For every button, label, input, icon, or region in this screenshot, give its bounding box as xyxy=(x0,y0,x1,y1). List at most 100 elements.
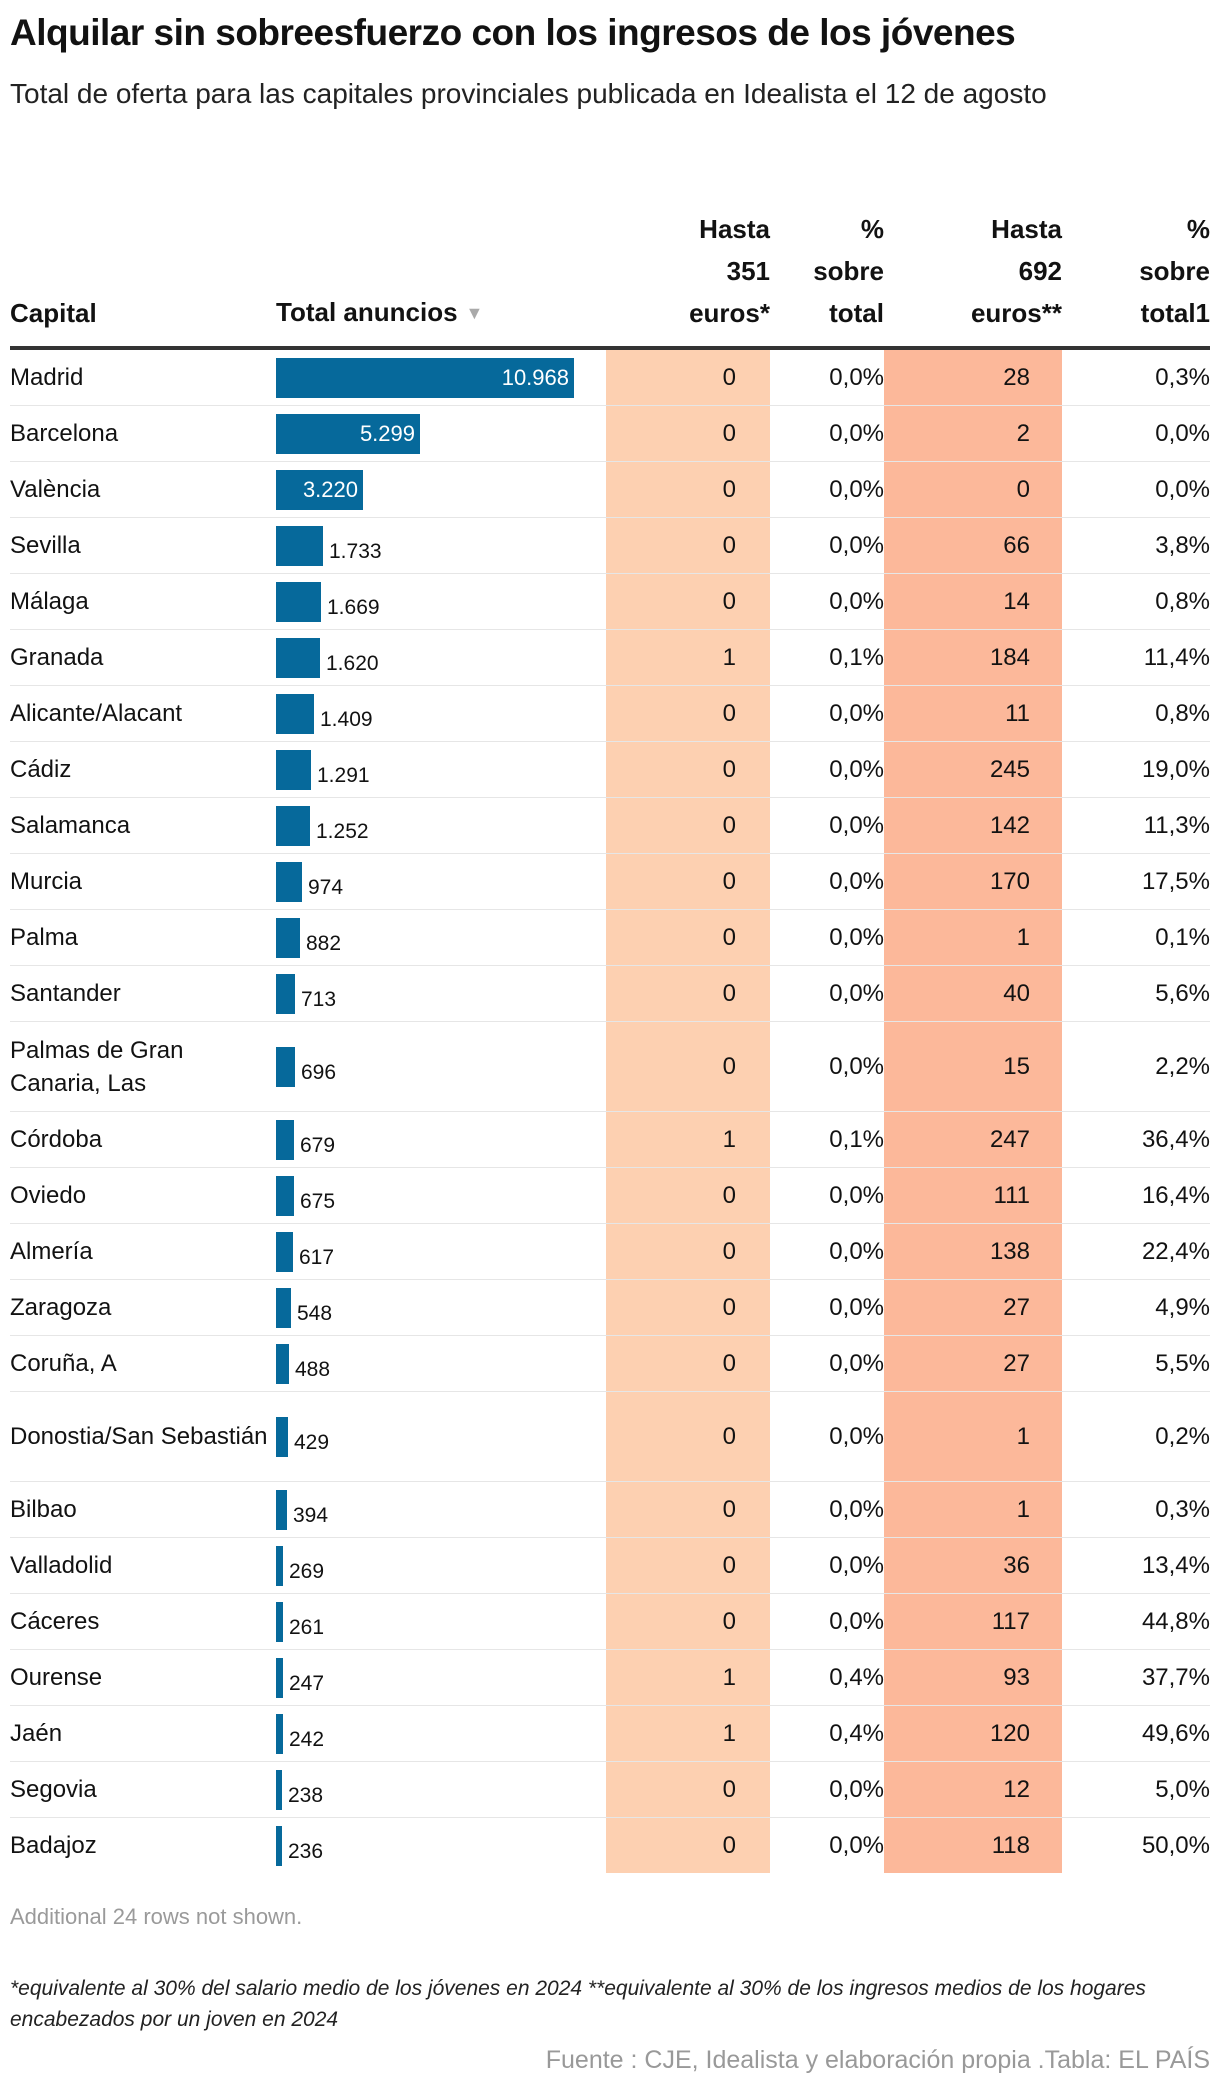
total-bar xyxy=(276,525,323,566)
cell-pct-692: 5,0% xyxy=(1062,1761,1210,1818)
cell-capital: València xyxy=(10,461,276,518)
rental-table: Capital Total anuncios ▼ Hasta 351 euros* %… xyxy=(10,208,1210,1873)
cell-pct-351: 0,0% xyxy=(770,1279,884,1336)
total-bar xyxy=(276,1343,289,1384)
cell-hasta-351: 1 xyxy=(606,1649,770,1706)
cell-hasta-351: 0 xyxy=(606,1021,770,1112)
header-line: 351 xyxy=(726,256,770,286)
header-hasta-351[interactable]: Hasta 351 euros* xyxy=(606,208,770,350)
bar-label: 247 xyxy=(289,1671,325,1695)
cell-capital: Barcelona xyxy=(10,405,276,462)
header-line: 692 xyxy=(1018,256,1062,286)
table-row: Bilbao 394 0 0,0% 1 0,3% xyxy=(10,1481,1210,1538)
cell-pct-692: 0,8% xyxy=(1062,685,1210,742)
cell-capital: Donostia/San Sebastián xyxy=(10,1391,276,1482)
total-bar xyxy=(276,1601,283,1642)
header-line: sobre xyxy=(1139,256,1210,286)
header-total-anuncios[interactable]: Total anuncios ▼ xyxy=(276,208,606,350)
bar-label: 238 xyxy=(288,1783,324,1807)
total-bar xyxy=(276,1713,283,1754)
cell-capital: Jaén xyxy=(10,1705,276,1762)
header-capital-label: Capital xyxy=(10,298,97,328)
total-bar xyxy=(276,1175,294,1216)
cell-pct-351: 0,1% xyxy=(770,629,884,686)
source-credit: Fuente : CJE, Idealista y elaboración pr… xyxy=(545,2046,1210,2074)
cell-pct-351: 0,0% xyxy=(770,685,884,742)
cell-total-anuncios: 247 xyxy=(276,1649,606,1706)
cell-hasta-692: 111 xyxy=(884,1167,1062,1224)
cell-pct-692: 50,0% xyxy=(1141,1831,1210,1859)
table-row: Almería 617 0 0,0% 138 22,4% xyxy=(10,1223,1210,1280)
total-bar xyxy=(276,1657,283,1698)
cell-hasta-351: 0 xyxy=(606,1335,770,1392)
cell-pct-692: 5,5% xyxy=(1062,1335,1210,1392)
cell-pct-692: 0,8% xyxy=(1062,573,1210,630)
cell-total-anuncios: 882 xyxy=(276,909,606,966)
header-pct-692[interactable]: % sobre total1 xyxy=(1062,208,1210,350)
bar-label: 429 xyxy=(294,1430,330,1454)
table-row: Jaén 242 1 0,4% 120 49,6% xyxy=(10,1705,1210,1762)
cell-hasta-692: 1 xyxy=(884,1481,1062,1538)
cell-total-anuncios: 242 xyxy=(276,1705,606,1762)
cell-hasta-692: 138 xyxy=(884,1223,1062,1280)
cell-pct-692: 16,4% xyxy=(1062,1167,1210,1224)
total-bar xyxy=(276,1489,287,1530)
table-row: Málaga 1.669 0 0,0% 14 0,8% xyxy=(10,573,1210,630)
cell-pct-692: 17,5% xyxy=(1062,853,1210,910)
cell-pct-692: 0,2% xyxy=(1062,1391,1210,1482)
cell-hasta-692: 1 xyxy=(884,909,1062,966)
cell-pct-692: 0,3% xyxy=(1062,348,1210,406)
cell-hasta-692: 36 xyxy=(884,1537,1062,1594)
bar-label: 1.252 xyxy=(316,819,369,843)
cell-pct-351: 0,0% xyxy=(770,1223,884,1280)
header-hasta-692[interactable]: Hasta 692 euros** xyxy=(884,208,1062,350)
cell-pct-692: 13,4% xyxy=(1062,1537,1210,1594)
cell-pct-692: 2,2% xyxy=(1062,1021,1210,1112)
cell-total-anuncios: 261 xyxy=(276,1593,606,1650)
cell-pct-351: 0,0% xyxy=(770,965,884,1022)
bar-label: 261 xyxy=(289,1615,325,1639)
cell-pct-351: 0,0% xyxy=(770,1761,884,1818)
cell-hasta-351: 0 xyxy=(606,965,770,1022)
cell-hasta-351: 0 xyxy=(606,461,770,518)
cell-pct-351: 0,0% xyxy=(770,573,884,630)
cell-hasta-351: 0 xyxy=(606,1223,770,1280)
cell-hasta-351: 0 xyxy=(606,797,770,854)
cell-capital: Palma xyxy=(10,909,276,966)
bar-label: 5.299 xyxy=(359,420,415,446)
cell-pct-692: 44,8% xyxy=(1062,1593,1210,1650)
cell-hasta-692: 12 xyxy=(884,1761,1062,1818)
cell-hasta-692: 40 xyxy=(884,965,1062,1022)
total-bar xyxy=(276,917,300,958)
cell-hasta-351: 0 xyxy=(606,1481,770,1538)
cell-pct-692: 37,7% xyxy=(1062,1649,1210,1706)
table-row: Salamanca 1.252 0 0,0% 142 11,3% xyxy=(10,797,1210,854)
cell-hasta-692: 0 xyxy=(884,461,1062,518)
cell-pct-692: 19,0% xyxy=(1062,741,1210,798)
cell-pct-692: 5,6% xyxy=(1062,965,1210,1022)
header-capital[interactable]: Capital xyxy=(10,208,276,350)
cell-hasta-692: 15 xyxy=(884,1021,1062,1112)
cell-hasta-351: 1 xyxy=(606,1705,770,1762)
cell-pct-351: 0,0% xyxy=(770,461,884,518)
bar-label: 1.409 xyxy=(320,707,373,731)
cell-pct-692: 0,3% xyxy=(1062,1481,1210,1538)
cell-capital: Ourense xyxy=(10,1649,276,1706)
cell-hasta-692: 2 xyxy=(884,405,1062,462)
cell-hasta-692: 120 xyxy=(884,1705,1062,1762)
cell-pct-351: 0,0% xyxy=(770,909,884,966)
bar-label: 882 xyxy=(306,931,342,955)
sort-descending-icon[interactable]: ▼ xyxy=(465,303,484,323)
cell-pct-351: 0,0% xyxy=(829,1831,884,1859)
cell-pct-351: 0,0% xyxy=(770,853,884,910)
table-row: Badajoz 236 0 0,0% 118 50,0% xyxy=(10,1817,1210,1873)
header-pct-351[interactable]: % sobre total xyxy=(770,208,884,350)
cell-pct-351: 0,4% xyxy=(770,1705,884,1762)
table-row: Oviedo 675 0 0,0% 111 16,4% xyxy=(10,1167,1210,1224)
cell-hasta-351: 0 xyxy=(606,1761,770,1818)
cell-hasta-351: 0 xyxy=(606,853,770,910)
cell-pct-351: 0,0% xyxy=(770,1481,884,1538)
header-line: euros* xyxy=(689,298,770,328)
bar-label: 675 xyxy=(300,1189,336,1213)
table-row: Granada 1.620 1 0,1% 184 11,4% xyxy=(10,629,1210,686)
